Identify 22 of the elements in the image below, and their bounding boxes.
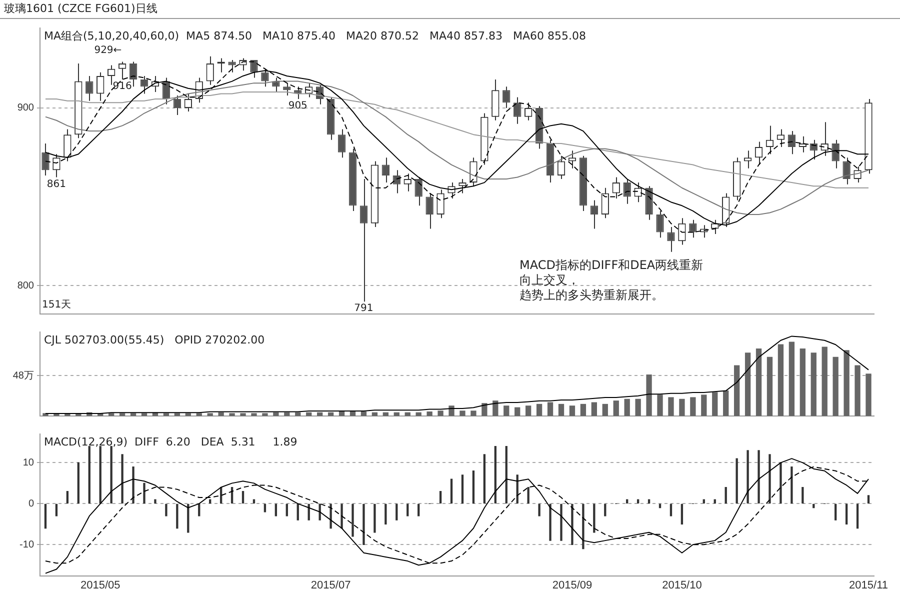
chart-title: CJL 502703.00(55.45) OPID 270202.00 <box>44 333 265 346</box>
y-tick-label: 48万 <box>12 370 34 382</box>
x-tick-label: 2015/11 <box>849 579 888 592</box>
chart-title: MACD(12,26,9) DIFF 6.20 DEA 5.31 1.89 <box>44 435 298 448</box>
y-tick-label: -10 <box>20 539 34 550</box>
y-tick-label: 800 <box>17 280 34 292</box>
annotation: 151天 <box>42 300 72 311</box>
x-tick-label: 2015/07 <box>310 579 351 592</box>
x-tick-label: 2015/10 <box>662 579 702 592</box>
y-tick-label: 10 <box>22 457 34 468</box>
annotation: 905 <box>288 100 308 112</box>
annotation: 791 <box>354 303 374 314</box>
x-tick-label: 2015/09 <box>552 579 592 592</box>
x-tick-label: 2015/05 <box>80 579 120 592</box>
annotation: MACD指标的DIFF和DEA两线重新向上交叉，趋势上的多头势重新展开。 <box>520 258 704 302</box>
annotation: 861 <box>46 178 66 190</box>
annotation: 916 <box>112 81 132 92</box>
chart-title: 玻璃1601 (CZCE FG601)日线 <box>0 0 900 19</box>
y-tick-label: 900 <box>17 102 34 114</box>
y-tick-label: 0 <box>28 498 34 510</box>
annotation: 929← <box>94 44 122 56</box>
chart-subtitle: MA组合(5,10,20,40,60,0) MA5 874.50 MA10 875.40 MA20 870.52 MA40 857.83 MA60 855.08 <box>44 29 586 42</box>
